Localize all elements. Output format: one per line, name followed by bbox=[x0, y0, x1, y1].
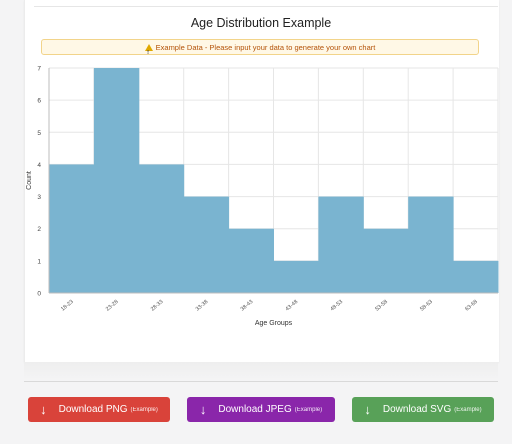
histogram-bar bbox=[273, 260, 319, 293]
y-tick-label: 5 bbox=[37, 130, 41, 137]
histogram-bar bbox=[93, 68, 140, 293]
histogram-bar bbox=[228, 228, 274, 293]
histogram-bar bbox=[138, 164, 185, 293]
x-tick-label: 38-43 bbox=[240, 299, 255, 313]
x-tick-label: 63-68 bbox=[464, 299, 479, 313]
histogram-bar bbox=[318, 196, 364, 293]
x-tick-label: 18-23 bbox=[60, 299, 75, 313]
y-tick-label: 2 bbox=[37, 226, 41, 233]
bottom-divider bbox=[24, 381, 498, 382]
download-arrow-icon: ↓ bbox=[40, 402, 47, 417]
y-axis-title: Count bbox=[26, 171, 33, 190]
histogram-chart: 0 1 2 3 4 5 6 7 18-23 23-28 28-33 33-38 38-43 43-48 48… bbox=[26, 66, 499, 327]
download-arrow-icon: ↓ bbox=[364, 402, 371, 417]
x-tick-label: 23-28 bbox=[105, 299, 120, 313]
download-arrow-icon: ↓ bbox=[199, 402, 207, 417]
y-tick-label: 4 bbox=[37, 162, 41, 169]
x-tick-label: 48-53 bbox=[329, 299, 344, 313]
y-tick-label: 7 bbox=[37, 66, 41, 73]
card-footer-shadow bbox=[24, 362, 498, 380]
y-tick-label: 3 bbox=[37, 194, 41, 201]
x-tick-label: 58-63 bbox=[419, 299, 434, 313]
download-jpeg-label: Download JPEG bbox=[218, 404, 292, 415]
download-png-button[interactable]: ↓ Download PNG (Example) bbox=[28, 397, 170, 422]
histogram-bar bbox=[363, 228, 409, 293]
download-jpeg-button[interactable]: ↓ Download JPEG (Example) bbox=[187, 397, 335, 422]
histogram-bar bbox=[183, 196, 230, 293]
notice-text: Example Data - Please input your data to… bbox=[155, 43, 376, 52]
x-tick-label: 53-58 bbox=[374, 299, 389, 313]
top-divider bbox=[34, 6, 498, 7]
y-tick-label: 1 bbox=[37, 258, 41, 265]
histogram-bar bbox=[49, 164, 95, 293]
x-tick-label: 28-33 bbox=[150, 299, 165, 313]
download-svg-sub: (Example) bbox=[454, 406, 482, 413]
x-tick-label: 43-48 bbox=[285, 299, 300, 313]
histogram-bar bbox=[453, 260, 499, 293]
y-tick-label: 6 bbox=[37, 98, 41, 105]
download-png-sub: (Example) bbox=[130, 406, 158, 413]
warning-icon bbox=[144, 44, 153, 61]
download-png-label: Download PNG bbox=[58, 404, 128, 415]
download-svg-button[interactable]: ↓ Download SVG (Example) bbox=[352, 397, 494, 422]
x-tick-label: 33-38 bbox=[195, 299, 210, 313]
download-svg-label: Download SVG bbox=[382, 404, 452, 415]
y-tick-label: 0 bbox=[37, 291, 41, 298]
example-data-notice: Example Data - Please input your data to… bbox=[41, 39, 479, 61]
chart-title: Age Distribution Example bbox=[190, 16, 332, 30]
download-jpeg-sub: (Example) bbox=[294, 406, 323, 413]
histogram-bar bbox=[408, 196, 454, 293]
x-axis-title: Age Groups bbox=[255, 320, 293, 327]
